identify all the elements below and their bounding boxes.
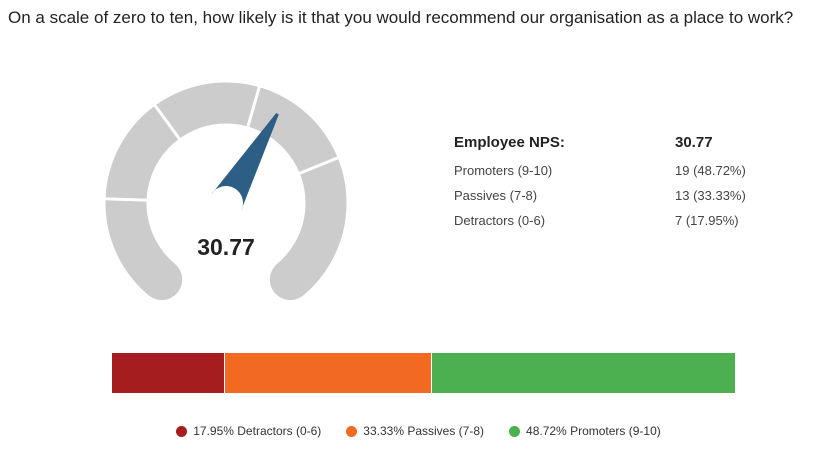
employee-nps-value: 30.77 (675, 133, 713, 151)
legend-item-promoters: 48.72% Promoters (9-10) (509, 424, 661, 438)
bar-segment-passives (223, 353, 432, 393)
gauge-track (104, 82, 347, 301)
chart-legend: 17.95% Detractors (0-6) 33.33% Passives … (0, 424, 837, 438)
bar-segment-promoters (431, 353, 735, 393)
legend-dot-icon (509, 425, 521, 437)
legend-label: 17.95% Detractors (0-6) (193, 424, 322, 438)
legend-dot-icon (346, 425, 358, 437)
legend-label: 33.33% Passives (7-8) (363, 424, 485, 438)
legend-label: 48.72% Promoters (9-10) (526, 424, 661, 438)
gauge-needle-shape (211, 113, 279, 212)
passives-label: Passives (7-8) (454, 188, 538, 203)
detractors-value: 7 (17.95%) (675, 213, 739, 228)
nps-summary-row: Detractors (0-6) 7 (17.95%) (454, 208, 794, 233)
promoters-label: Promoters (9-10) (454, 163, 553, 178)
legend-item-detractors: 17.95% Detractors (0-6) (176, 424, 321, 438)
gauge-divider (104, 197, 148, 202)
nps-gauge: 30.77 (104, 82, 347, 301)
question-text: On a scale of zero to ten, how likely is… (8, 8, 794, 27)
nps-stacked-bar (112, 353, 735, 393)
passives-value: 13 (33.33%) (675, 188, 746, 203)
legend-item-passives: 33.33% Passives (7-8) (346, 424, 484, 438)
gauge-divider (298, 156, 340, 175)
gauge-arc (105, 82, 347, 301)
nps-summary-row: Promoters (9-10) 19 (48.72%) (454, 158, 794, 183)
legend-dot-icon (176, 425, 188, 437)
nps-summary-header: Employee NPS: 30.77 (454, 128, 794, 158)
gauge-divider (246, 85, 261, 128)
promoters-value: 19 (48.72%) (675, 163, 746, 178)
nps-summary-table: Employee NPS: 30.77 Promoters (9-10) 19 … (454, 128, 794, 233)
employee-nps-label: Employee NPS: (454, 133, 565, 151)
nps-summary-row: Passives (7-8) 13 (33.33%) (454, 183, 794, 208)
gauge-divider (153, 103, 182, 141)
gauge-value-label: 30.77 (197, 234, 255, 260)
bar-segment-detractors (112, 353, 224, 393)
detractors-label: Detractors (0-6) (454, 213, 546, 228)
gauge-needle (211, 113, 279, 212)
